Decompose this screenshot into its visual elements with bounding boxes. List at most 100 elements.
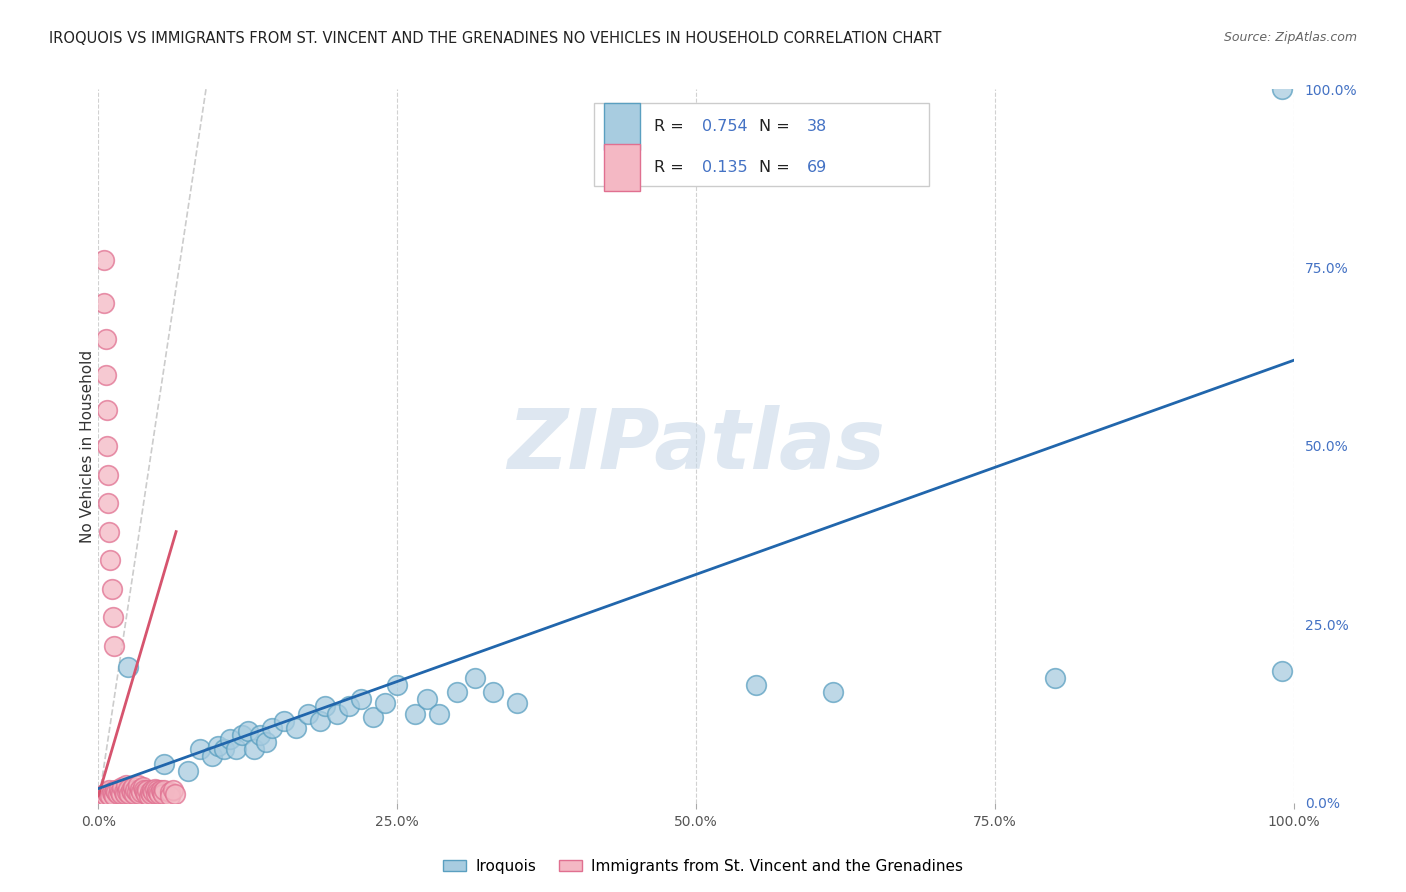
Point bbox=[153, 783, 176, 797]
Point bbox=[284, 721, 307, 735]
Text: 38: 38 bbox=[807, 119, 827, 134]
Point bbox=[148, 787, 170, 801]
Point bbox=[142, 785, 165, 799]
Point bbox=[108, 785, 131, 799]
Point bbox=[117, 660, 139, 674]
Point bbox=[152, 787, 174, 801]
Point bbox=[97, 787, 120, 801]
Point bbox=[96, 439, 118, 453]
Point bbox=[481, 685, 505, 699]
Point bbox=[93, 296, 115, 310]
Text: R =: R = bbox=[654, 119, 683, 134]
Point bbox=[124, 783, 146, 797]
Point bbox=[139, 785, 162, 799]
Point bbox=[339, 699, 361, 714]
Point bbox=[446, 685, 468, 699]
Point bbox=[103, 639, 125, 653]
Point bbox=[101, 787, 124, 801]
Text: ZIPatlas: ZIPatlas bbox=[508, 406, 884, 486]
Point bbox=[93, 787, 115, 801]
Point bbox=[128, 787, 150, 801]
Point bbox=[207, 739, 229, 753]
Point bbox=[94, 368, 117, 382]
Point bbox=[125, 785, 148, 799]
Point bbox=[260, 721, 283, 735]
Point bbox=[115, 785, 138, 799]
Point bbox=[159, 785, 181, 799]
Point bbox=[506, 696, 529, 710]
Point bbox=[132, 783, 155, 797]
Point bbox=[177, 764, 200, 778]
Point bbox=[98, 783, 121, 797]
Point bbox=[131, 785, 153, 799]
Point bbox=[96, 785, 118, 799]
Point bbox=[225, 742, 247, 756]
Point bbox=[464, 671, 486, 685]
Point bbox=[121, 785, 143, 799]
Point bbox=[153, 756, 176, 771]
Point bbox=[93, 253, 115, 268]
Point bbox=[148, 785, 170, 799]
Point bbox=[243, 742, 266, 756]
Point bbox=[94, 789, 117, 803]
Point bbox=[219, 731, 242, 746]
Text: Source: ZipAtlas.com: Source: ZipAtlas.com bbox=[1223, 31, 1357, 45]
Point bbox=[103, 789, 125, 803]
Point bbox=[139, 787, 162, 801]
Point bbox=[135, 787, 157, 801]
Point bbox=[416, 692, 439, 706]
Point bbox=[162, 783, 184, 797]
Text: 69: 69 bbox=[807, 160, 827, 175]
Point bbox=[112, 785, 135, 799]
Point bbox=[115, 778, 138, 792]
Point bbox=[98, 553, 122, 567]
Text: IROQUOIS VS IMMIGRANTS FROM ST. VINCENT AND THE GRENADINES NO VEHICLES IN HOUSEH: IROQUOIS VS IMMIGRANTS FROM ST. VINCENT … bbox=[49, 31, 942, 46]
Text: N =: N = bbox=[759, 160, 790, 175]
Point bbox=[118, 787, 141, 801]
Point bbox=[110, 787, 132, 801]
Point bbox=[146, 783, 169, 797]
Y-axis label: No Vehicles in Household: No Vehicles in Household bbox=[80, 350, 94, 542]
Legend: Iroquois, Immigrants from St. Vincent and the Grenadines: Iroquois, Immigrants from St. Vincent an… bbox=[437, 853, 969, 880]
Text: N =: N = bbox=[759, 119, 790, 134]
Point bbox=[134, 785, 156, 799]
Text: 0.135: 0.135 bbox=[702, 160, 748, 175]
Point bbox=[163, 787, 186, 801]
Point bbox=[315, 699, 337, 714]
Point bbox=[249, 728, 271, 742]
Point bbox=[823, 685, 845, 699]
Point bbox=[114, 787, 136, 801]
Point bbox=[1271, 664, 1294, 678]
Point bbox=[117, 781, 139, 796]
Point bbox=[404, 706, 426, 721]
FancyBboxPatch shape bbox=[595, 103, 929, 186]
Point bbox=[201, 749, 224, 764]
Point bbox=[100, 582, 122, 596]
Point bbox=[385, 678, 409, 692]
Point bbox=[308, 714, 330, 728]
Text: 0.754: 0.754 bbox=[702, 119, 748, 134]
Point bbox=[127, 778, 149, 792]
Point bbox=[745, 678, 768, 692]
Point bbox=[374, 696, 396, 710]
Point bbox=[138, 789, 160, 803]
Point bbox=[97, 496, 120, 510]
Point bbox=[98, 524, 121, 539]
Point bbox=[131, 780, 153, 794]
Point bbox=[150, 785, 173, 799]
Point bbox=[350, 692, 373, 706]
Point bbox=[91, 789, 114, 803]
Point bbox=[212, 742, 235, 756]
Point bbox=[363, 710, 385, 724]
Point bbox=[94, 332, 117, 346]
Point bbox=[143, 781, 166, 796]
Point bbox=[96, 403, 118, 417]
Point bbox=[231, 728, 253, 742]
Point bbox=[120, 783, 142, 797]
Point bbox=[326, 706, 349, 721]
Point bbox=[149, 783, 172, 797]
Point bbox=[145, 787, 167, 801]
Point bbox=[136, 783, 159, 797]
Point bbox=[129, 781, 152, 796]
Point bbox=[105, 785, 128, 799]
